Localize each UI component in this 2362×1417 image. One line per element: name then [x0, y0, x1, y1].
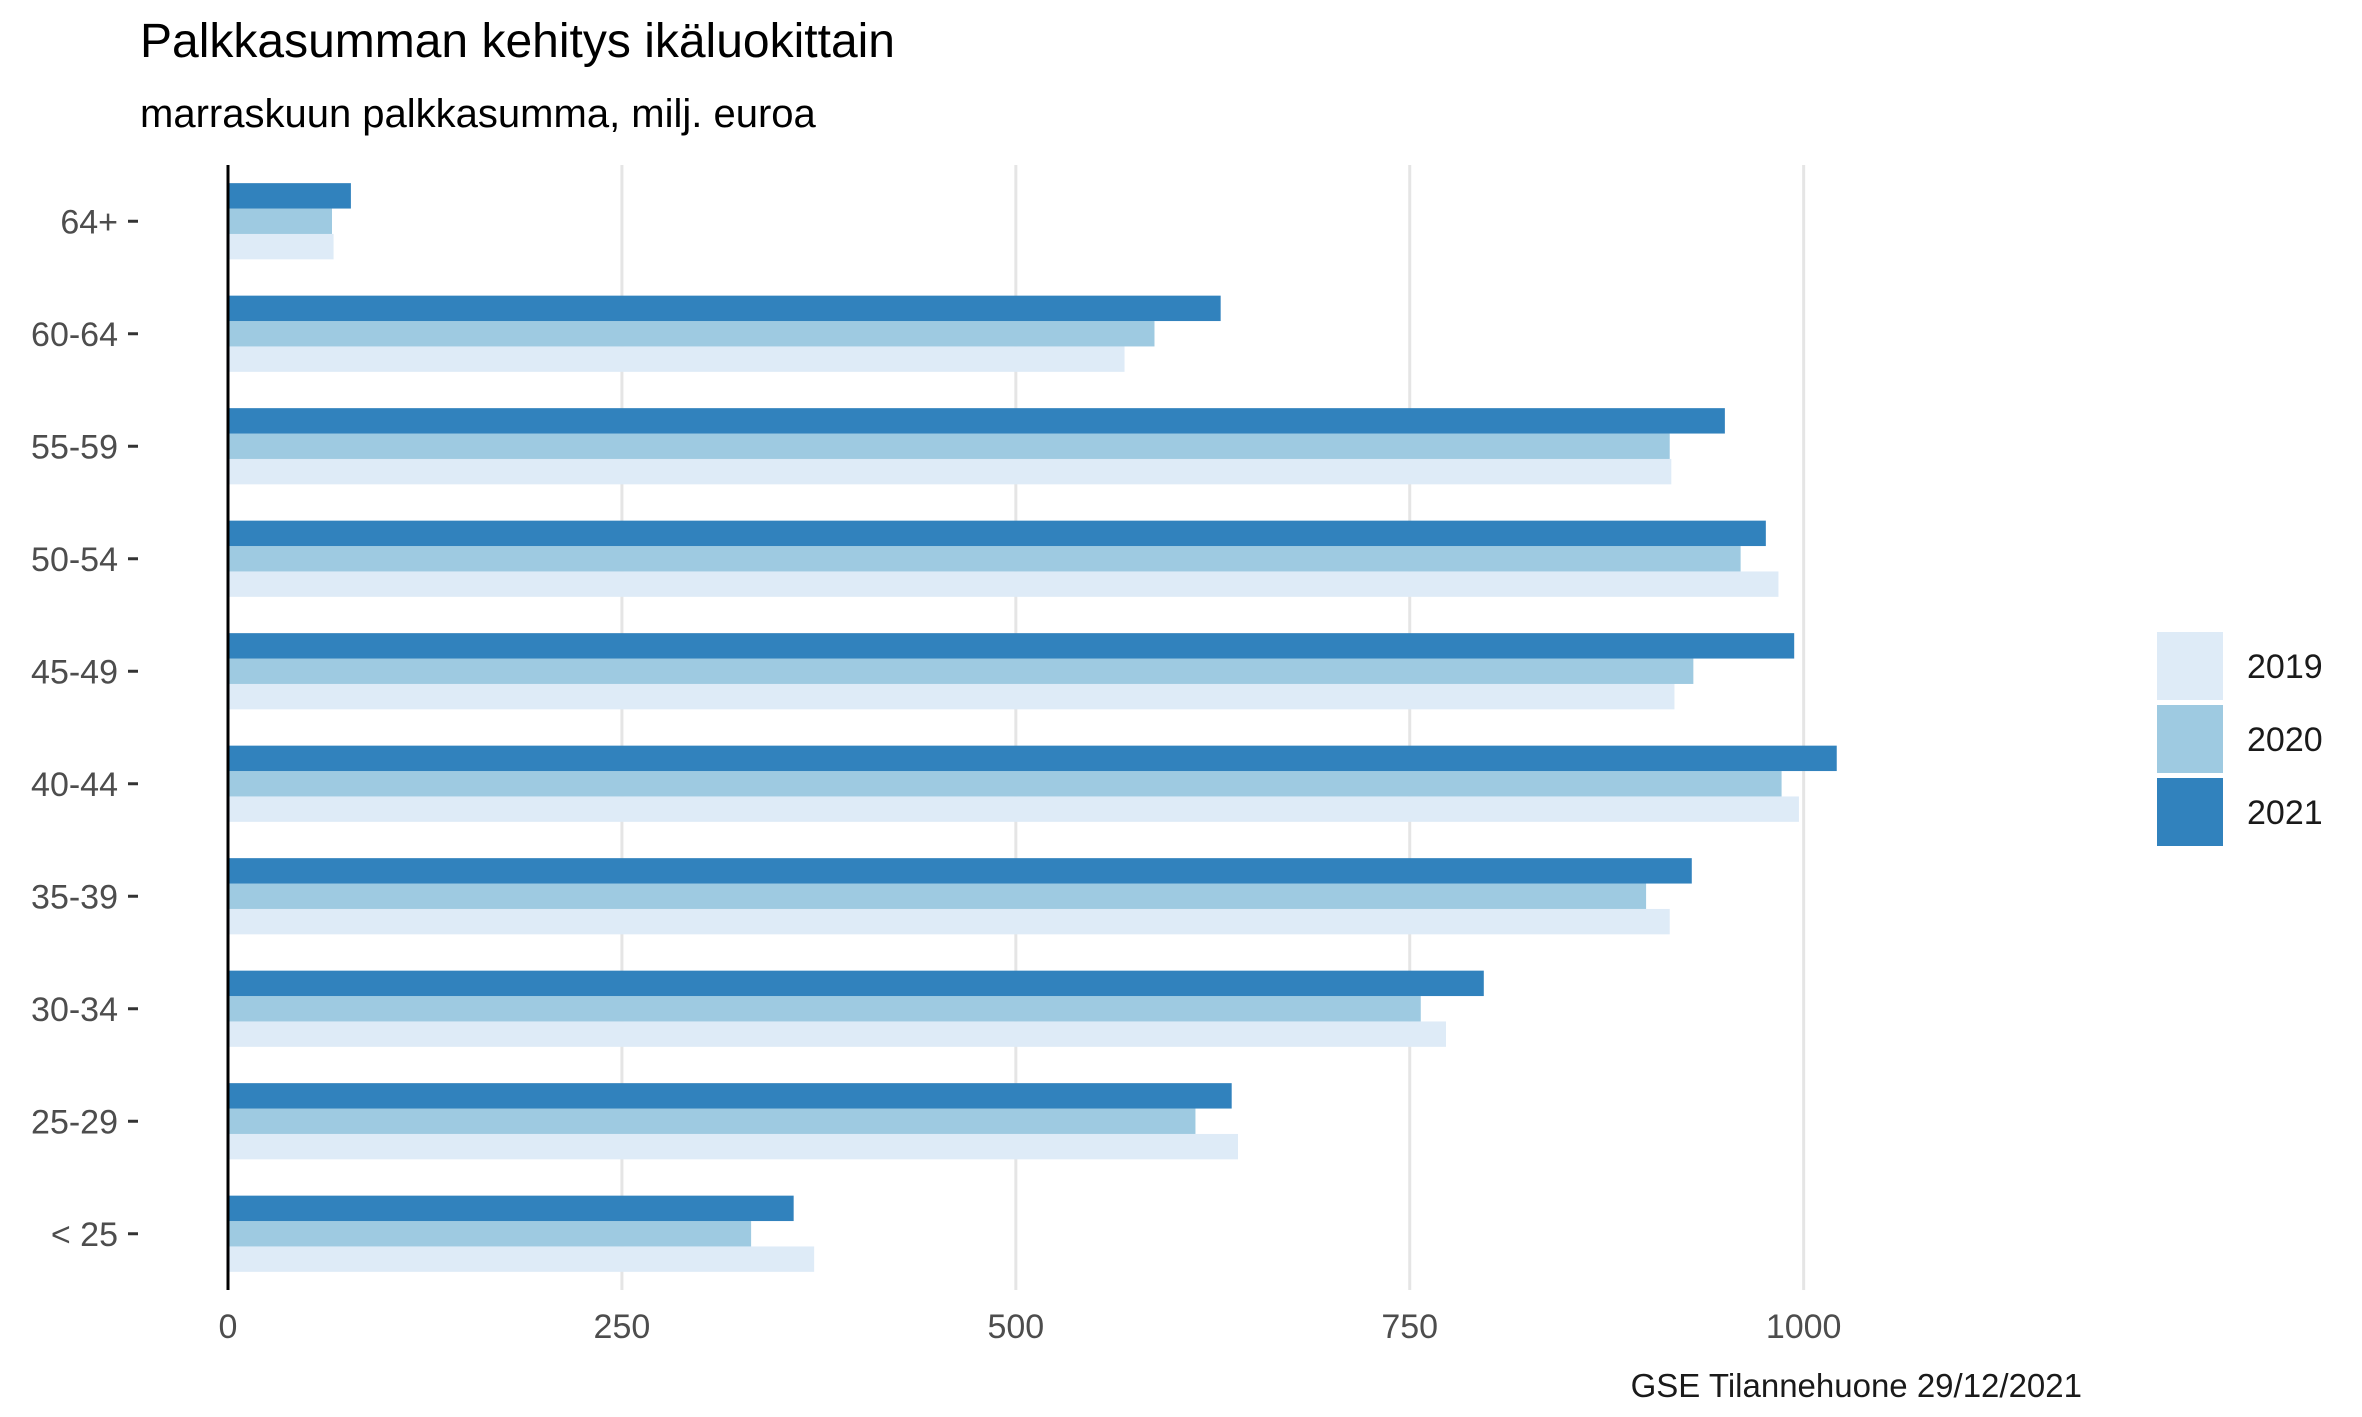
y-tick-label: 50-54: [31, 541, 118, 579]
bar-2019-25-29: [228, 1133, 1238, 1160]
y-tick-label: 60-64: [31, 316, 118, 354]
bar-2020-50-54: [228, 546, 1741, 572]
y-tick-label: < 25: [51, 1216, 118, 1254]
bar-2020-45-49: [228, 658, 1694, 684]
y-tick-label: 45-49: [31, 653, 118, 691]
bar-2020-30-34: [228, 996, 1421, 1022]
bar-2020-35-39: [228, 883, 1647, 909]
bar-2020-55-59: [228, 433, 1670, 459]
legend-key-2021: [2157, 778, 2223, 846]
bar-2020-25-29: [228, 1108, 1196, 1134]
axes: < 25 25-29 30-34 35-39 40-44 45-49 50-54 55-59 6…: [31, 165, 1841, 1346]
y-tick-label: 25-29: [31, 1103, 118, 1141]
bar-2019-50-54: [228, 571, 1779, 597]
bar-2020-< 25: [228, 1221, 752, 1247]
bars: [228, 183, 1837, 1272]
y-tick-label: 40-44: [31, 766, 118, 804]
bar-2021-35-39: [228, 858, 1692, 884]
y-tick-label: 64+: [60, 203, 118, 241]
y-tick-label: 35-39: [31, 878, 118, 916]
bar-2021-45-49: [228, 633, 1795, 659]
bar-2021-40-44: [228, 745, 1837, 772]
bar-2019-55-59: [228, 458, 1672, 485]
bar-2021-30-34: [228, 970, 1484, 997]
bar-2021-50-54: [228, 520, 1766, 547]
bar-2021-60-64: [228, 295, 1221, 322]
chart-title: Palkkasumman kehitys ikäluokittain: [140, 15, 895, 68]
bar-2021-25-29: [228, 1083, 1232, 1109]
bar-2021-55-59: [228, 408, 1725, 434]
legend-label-2020: 2020: [2247, 721, 2323, 759]
x-tick-label: 0: [219, 1308, 238, 1346]
bar-2020-64+: [228, 208, 332, 234]
bar-2019-< 25: [228, 1246, 815, 1272]
x-tick-label: 250: [594, 1308, 651, 1346]
legend: 2019 2020 2021: [2157, 632, 2323, 846]
bar-2019-64+: [228, 233, 334, 260]
bar-2019-60-64: [228, 346, 1125, 372]
y-tick-label: 30-34: [31, 991, 118, 1029]
legend-key-2020: [2157, 705, 2223, 773]
bar-2021-< 25: [228, 1195, 794, 1222]
x-tick-label: 750: [1381, 1308, 1438, 1346]
x-tick-label: 500: [987, 1308, 1044, 1346]
legend-label-2019: 2019: [2247, 648, 2323, 686]
bar-2021-64+: [228, 183, 351, 209]
bar-2020-60-64: [228, 321, 1155, 347]
bar-2019-30-34: [228, 1021, 1446, 1047]
legend-key-2019: [2157, 632, 2223, 700]
bar-2019-35-39: [228, 908, 1670, 935]
bar-2019-40-44: [228, 796, 1799, 822]
y-tick-label: 55-59: [31, 428, 118, 466]
chart-subtitle: marraskuun palkkasumma, milj. euroa: [140, 92, 816, 136]
chart-caption: GSE Tilannehuone 29/12/2021: [1631, 1367, 2082, 1404]
x-tick-label: 1000: [1766, 1308, 1842, 1346]
bar-2019-45-49: [228, 683, 1675, 710]
bar-2020-40-44: [228, 771, 1782, 797]
legend-label-2021: 2021: [2247, 794, 2323, 832]
